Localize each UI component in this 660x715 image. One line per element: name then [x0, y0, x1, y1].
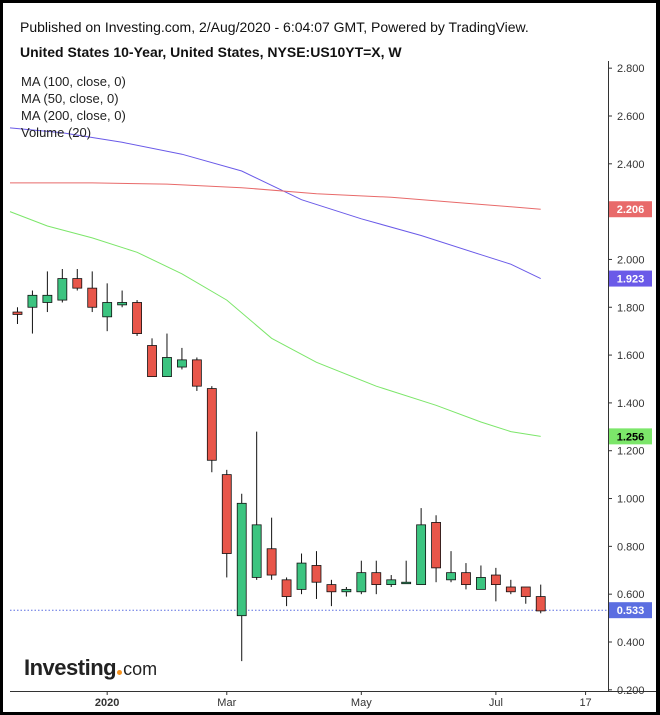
y-tick-label: 1.400: [617, 398, 645, 410]
ma-value-tag-ma50-box: [609, 428, 652, 445]
x-tick-label: 17: [579, 697, 591, 709]
candle-body: [162, 357, 172, 377]
ma-line-ma50: [9, 211, 541, 437]
y-tick-label: 2.000: [617, 254, 645, 266]
last-price-tag-box: [609, 602, 652, 619]
candle-body: [12, 311, 23, 315]
candle-body: [505, 586, 516, 593]
chart-panel: Published on Investing.com, 2/Aug/2020 -…: [3, 3, 656, 712]
candle-body: [147, 345, 157, 377]
candle-body: [535, 596, 546, 612]
y-tick-label: 0.600: [617, 589, 645, 601]
x-tick-label: Mar: [217, 697, 236, 709]
candle-body: [266, 548, 277, 576]
candle-body: [461, 572, 471, 586]
candle-body: [236, 502, 247, 617]
candle-body: [206, 388, 217, 461]
candle-body: [341, 588, 352, 593]
candle-body: [87, 287, 98, 308]
ma-value-tag-ma200-box: [609, 201, 652, 218]
ma-value-tag-ma200-label: 2.206: [617, 204, 645, 216]
y-tick-label: 1.000: [617, 494, 645, 506]
candle-body: [401, 581, 412, 585]
y-tick-label: 1.600: [617, 350, 645, 362]
candle-body: [72, 278, 83, 289]
legend-ma50: MA (50, close, 0): [21, 91, 119, 106]
candle-body: [221, 474, 232, 554]
logo-dot-icon: [117, 670, 123, 675]
candle-body: [476, 577, 486, 590]
price-chart[interactable]: 2.8002.6002.4002.2002.0001.8001.6001.400…: [3, 3, 656, 712]
candle-body: [27, 294, 38, 308]
y-tick-label: 0.800: [617, 541, 645, 553]
y-tick-label: 1.200: [617, 446, 645, 458]
y-tick-label: 0.400: [617, 637, 645, 649]
y-tick-label: 1.800: [617, 302, 645, 314]
candle-body: [416, 524, 427, 586]
x-tick-label: 2020: [95, 697, 119, 709]
candle-body: [57, 278, 68, 301]
candle-body: [177, 359, 187, 368]
candle-body: [132, 302, 142, 334]
candle-body: [117, 302, 128, 306]
investing-logo: Investing com: [24, 655, 157, 685]
candle-body: [356, 572, 367, 593]
legend-ma100: MA (100, close, 0): [21, 74, 126, 89]
y-tick-label: 2.800: [617, 63, 645, 75]
candle-body: [386, 579, 397, 586]
candle-body: [520, 586, 531, 597]
logo-wordmark: Investing: [24, 655, 117, 680]
y-tick-label: 2.400: [617, 159, 645, 171]
candle-body: [102, 302, 113, 318]
chart-title: United States 10-Year, United States, NY…: [20, 44, 402, 60]
ma-value-tag-ma100-label: 1.923: [617, 274, 645, 286]
candle-body: [446, 572, 456, 581]
legend-ma200: MA (200, close, 0): [21, 108, 126, 123]
logo-suffix: com: [123, 659, 158, 679]
y-tick-label: 2.600: [617, 111, 645, 123]
candle-body: [326, 584, 337, 593]
candle-body: [191, 359, 202, 387]
x-tick-label: Jul: [489, 697, 503, 709]
ma-value-tag-ma100-box: [609, 270, 652, 287]
x-tick-label: May: [351, 697, 372, 709]
candle-body: [296, 562, 307, 590]
ma-line-ma200: [10, 182, 541, 210]
candle-body: [371, 572, 382, 586]
ma-line-ma100: [9, 127, 541, 280]
ma-value-tag-ma50-label: 1.256: [617, 431, 645, 443]
candle-body: [431, 522, 441, 569]
candle-body: [281, 579, 292, 597]
last-price-tag-label: 0.533: [617, 605, 645, 617]
y-tick-label: 0.200: [617, 685, 645, 697]
legend-volume: Volume (20): [21, 125, 92, 140]
candle-body: [490, 574, 501, 586]
candle-body: [311, 565, 322, 583]
published-note: Published on Investing.com, 2/Aug/2020 -…: [20, 19, 529, 35]
candle-body: [42, 294, 53, 303]
candle-body: [251, 524, 262, 578]
